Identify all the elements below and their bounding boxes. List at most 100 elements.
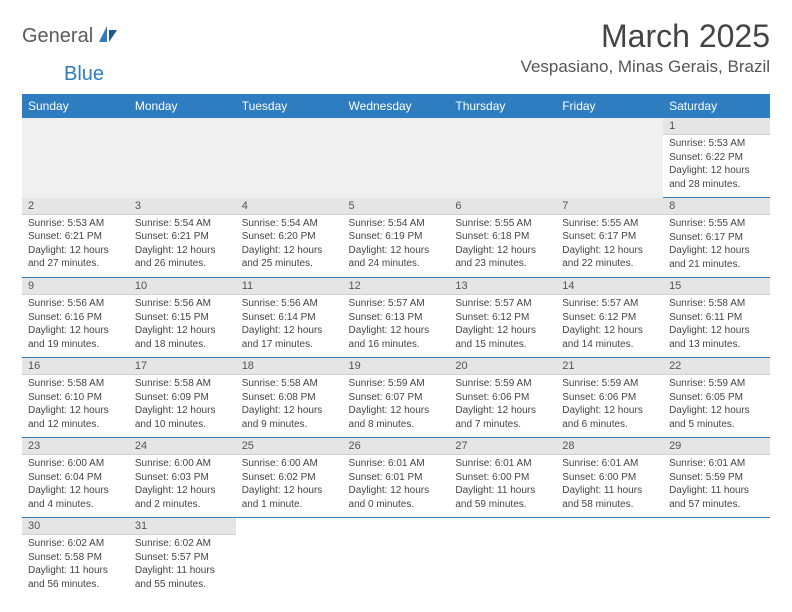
sunrise-text: Sunrise: 5:53 AM [28,217,123,231]
daylight-text: Daylight: 12 hours and 8 minutes. [349,404,444,431]
calendar-cell: 1Sunrise: 5:53 AMSunset: 6:22 PMDaylight… [663,118,770,198]
day-number: 25 [236,438,343,455]
sunset-text: Sunset: 6:17 PM [562,230,657,244]
daylight-text: Daylight: 11 hours and 58 minutes. [562,484,657,511]
sunrise-text: Sunrise: 5:58 AM [28,377,123,391]
calendar-cell: 3Sunrise: 5:54 AMSunset: 6:21 PMDaylight… [129,198,236,278]
day-details: Sunrise: 6:01 AMSunset: 6:00 PMDaylight:… [556,455,663,517]
calendar-cell [343,118,450,198]
calendar-cell: 13Sunrise: 5:57 AMSunset: 6:12 PMDayligh… [449,278,556,358]
daylight-text: Daylight: 12 hours and 25 minutes. [242,244,337,271]
sunrise-text: Sunrise: 6:00 AM [135,457,230,471]
sunset-text: Sunset: 6:00 PM [455,471,550,485]
day-number: 22 [663,358,770,375]
calendar-cell: 11Sunrise: 5:56 AMSunset: 6:14 PMDayligh… [236,278,343,358]
daylight-text: Daylight: 12 hours and 24 minutes. [349,244,444,271]
calendar-cell: 26Sunrise: 6:01 AMSunset: 6:01 PMDayligh… [343,438,450,518]
day-number: 4 [236,198,343,215]
weekday-thursday: Thursday [449,94,556,118]
daylight-text: Daylight: 12 hours and 7 minutes. [455,404,550,431]
daylight-text: Daylight: 12 hours and 5 minutes. [669,404,764,431]
sunrise-text: Sunrise: 5:59 AM [349,377,444,391]
sunset-text: Sunset: 6:06 PM [562,391,657,405]
calendar-cell [22,118,129,198]
day-details: Sunrise: 5:59 AMSunset: 6:06 PMDaylight:… [556,375,663,437]
logo-sail-icon [97,24,119,49]
daylight-text: Daylight: 12 hours and 9 minutes. [242,404,337,431]
daylight-text: Daylight: 12 hours and 19 minutes. [28,324,123,351]
calendar-row: 23Sunrise: 6:00 AMSunset: 6:04 PMDayligh… [22,438,770,518]
weekday-monday: Monday [129,94,236,118]
day-number: 16 [22,358,129,375]
day-details: Sunrise: 5:57 AMSunset: 6:12 PMDaylight:… [556,295,663,357]
sunset-text: Sunset: 6:04 PM [28,471,123,485]
day-details: Sunrise: 5:55 AMSunset: 6:18 PMDaylight:… [449,215,556,277]
day-details: Sunrise: 6:00 AMSunset: 6:02 PMDaylight:… [236,455,343,517]
calendar-cell [129,118,236,198]
day-details: Sunrise: 6:00 AMSunset: 6:04 PMDaylight:… [22,455,129,517]
sunrise-text: Sunrise: 5:57 AM [349,297,444,311]
day-details: Sunrise: 5:54 AMSunset: 6:19 PMDaylight:… [343,215,450,277]
day-details: Sunrise: 5:59 AMSunset: 6:05 PMDaylight:… [663,375,770,437]
calendar-cell: 17Sunrise: 5:58 AMSunset: 6:09 PMDayligh… [129,358,236,438]
calendar-cell: 29Sunrise: 6:01 AMSunset: 5:59 PMDayligh… [663,438,770,518]
day-details: Sunrise: 6:02 AMSunset: 5:57 PMDaylight:… [129,535,236,597]
day-details: Sunrise: 5:56 AMSunset: 6:16 PMDaylight:… [22,295,129,357]
sunset-text: Sunset: 6:22 PM [669,151,764,165]
daylight-text: Daylight: 11 hours and 57 minutes. [669,484,764,511]
daylight-text: Daylight: 12 hours and 21 minutes. [669,244,764,271]
calendar-cell: 21Sunrise: 5:59 AMSunset: 6:06 PMDayligh… [556,358,663,438]
calendar-body: 1Sunrise: 5:53 AMSunset: 6:22 PMDaylight… [22,118,770,597]
day-details: Sunrise: 6:01 AMSunset: 6:00 PMDaylight:… [449,455,556,517]
day-number: 3 [129,198,236,215]
calendar-row: 16Sunrise: 5:58 AMSunset: 6:10 PMDayligh… [22,358,770,438]
daylight-text: Daylight: 12 hours and 23 minutes. [455,244,550,271]
daylight-text: Daylight: 12 hours and 2 minutes. [135,484,230,511]
sunset-text: Sunset: 6:03 PM [135,471,230,485]
daylight-text: Daylight: 12 hours and 15 minutes. [455,324,550,351]
daylight-text: Daylight: 11 hours and 55 minutes. [135,564,230,591]
sunset-text: Sunset: 6:21 PM [135,230,230,244]
daylight-text: Daylight: 12 hours and 13 minutes. [669,324,764,351]
sunrise-text: Sunrise: 6:01 AM [669,457,764,471]
sunrise-text: Sunrise: 6:01 AM [349,457,444,471]
calendar-cell: 28Sunrise: 6:01 AMSunset: 6:00 PMDayligh… [556,438,663,518]
calendar-cell: 16Sunrise: 5:58 AMSunset: 6:10 PMDayligh… [22,358,129,438]
calendar-cell [236,118,343,198]
sunset-text: Sunset: 6:01 PM [349,471,444,485]
daylight-text: Daylight: 12 hours and 0 minutes. [349,484,444,511]
calendar-row: 9Sunrise: 5:56 AMSunset: 6:16 PMDaylight… [22,278,770,358]
day-details: Sunrise: 5:54 AMSunset: 6:20 PMDaylight:… [236,215,343,277]
weekday-sunday: Sunday [22,94,129,118]
day-details: Sunrise: 5:58 AMSunset: 6:09 PMDaylight:… [129,375,236,437]
sunset-text: Sunset: 6:18 PM [455,230,550,244]
calendar-cell [663,518,770,598]
sunrise-text: Sunrise: 5:54 AM [349,217,444,231]
logo-text-general: General [22,25,93,48]
day-details: Sunrise: 6:01 AMSunset: 6:01 PMDaylight:… [343,455,450,517]
sunrise-text: Sunrise: 5:56 AM [135,297,230,311]
calendar-cell: 18Sunrise: 5:58 AMSunset: 6:08 PMDayligh… [236,358,343,438]
day-number: 24 [129,438,236,455]
day-details: Sunrise: 5:59 AMSunset: 6:06 PMDaylight:… [449,375,556,437]
sunset-text: Sunset: 6:14 PM [242,311,337,325]
day-number: 27 [449,438,556,455]
sunset-text: Sunset: 6:08 PM [242,391,337,405]
day-details: Sunrise: 6:02 AMSunset: 5:58 PMDaylight:… [22,535,129,597]
day-details: Sunrise: 6:01 AMSunset: 5:59 PMDaylight:… [663,455,770,517]
sunset-text: Sunset: 6:19 PM [349,230,444,244]
day-number: 21 [556,358,663,375]
calendar-cell: 10Sunrise: 5:56 AMSunset: 6:15 PMDayligh… [129,278,236,358]
daylight-text: Daylight: 12 hours and 10 minutes. [135,404,230,431]
sunrise-text: Sunrise: 6:00 AM [28,457,123,471]
sunrise-text: Sunrise: 5:53 AM [669,137,764,151]
day-number: 8 [663,198,770,215]
calendar-cell: 4Sunrise: 5:54 AMSunset: 6:20 PMDaylight… [236,198,343,278]
sunset-text: Sunset: 6:02 PM [242,471,337,485]
sunrise-text: Sunrise: 5:55 AM [562,217,657,231]
sunrise-text: Sunrise: 6:02 AM [135,537,230,551]
day-number: 9 [22,278,129,295]
calendar-cell: 6Sunrise: 5:55 AMSunset: 6:18 PMDaylight… [449,198,556,278]
calendar-cell: 5Sunrise: 5:54 AMSunset: 6:19 PMDaylight… [343,198,450,278]
sunset-text: Sunset: 6:07 PM [349,391,444,405]
